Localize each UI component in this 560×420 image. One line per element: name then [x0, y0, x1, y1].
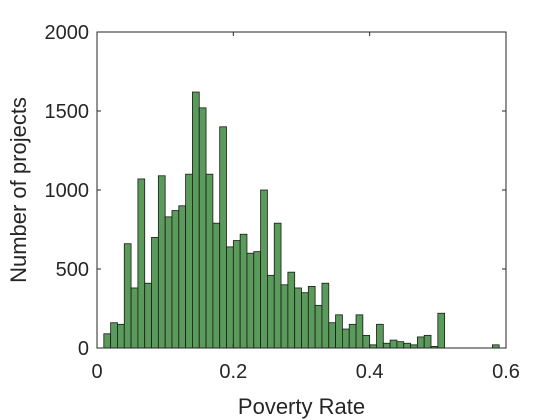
histogram-bar [328, 322, 336, 349]
bars-group [103, 91, 500, 349]
histogram-bar [117, 323, 125, 349]
histogram-bar [273, 222, 282, 349]
histogram-bar [280, 284, 289, 349]
y-tick-label: 2000 [45, 22, 90, 44]
histogram-bar [185, 173, 193, 349]
x-tick-label: 0.2 [219, 361, 247, 383]
histogram-bar [219, 126, 227, 349]
y-tick-label: 1000 [45, 180, 90, 202]
histogram-bar [376, 323, 384, 349]
histogram-bar [130, 287, 139, 349]
y-tick-label: 1500 [45, 101, 90, 123]
histogram-bar [123, 243, 132, 349]
histogram-bar [178, 205, 187, 349]
histogram-bar [301, 292, 309, 349]
histogram-bar [171, 210, 180, 349]
histogram-bar [335, 314, 343, 349]
histogram-bar [355, 314, 364, 349]
histogram-bar [348, 323, 357, 349]
x-axis-label: Poverty Rate [238, 394, 365, 419]
x-tick-label: 0.6 [492, 361, 520, 383]
histogram-bar [267, 274, 275, 349]
y-axis-label: Number of projects [6, 97, 31, 283]
histogram-bar [164, 216, 173, 349]
histogram-bar [416, 336, 425, 349]
histogram-bar [314, 304, 323, 349]
histogram-bar [192, 91, 200, 349]
histogram-bar [226, 246, 234, 349]
histogram-bar [321, 282, 330, 349]
histogram-bar [389, 339, 398, 349]
histogram-bar [294, 287, 302, 349]
histogram-bar [144, 282, 152, 349]
histogram-bar [260, 189, 268, 349]
histogram-bar [239, 233, 248, 349]
histogram-bar [403, 342, 411, 349]
ticks-group: 0 0.2 0.4 0.6 0 500 1000 1500 2000 [45, 22, 520, 383]
histogram-bar [362, 334, 371, 349]
histogram-bar [137, 178, 146, 349]
histogram-bar [232, 240, 241, 349]
histogram-bar [287, 271, 296, 349]
histogram-bar [423, 334, 432, 349]
y-tick-label: 0 [78, 338, 89, 360]
x-tick-label: 0.4 [356, 361, 384, 383]
histogram-bar [110, 322, 118, 349]
histogram-bar [212, 222, 221, 349]
histogram-bar [253, 251, 262, 349]
histogram-bar [246, 252, 255, 349]
y-tick-label: 500 [56, 259, 89, 281]
histogram-bar [103, 333, 112, 349]
histogram-bar [151, 236, 159, 349]
histogram-bar [437, 312, 446, 349]
histogram-bar [307, 285, 316, 349]
histogram-bar [205, 173, 214, 349]
histogram-bar [341, 328, 350, 349]
histogram-bar [382, 342, 391, 349]
histogram-bar [396, 341, 405, 349]
histogram-bar [198, 107, 207, 349]
histogram-bar [157, 175, 166, 349]
x-tick-label: 0 [91, 361, 102, 383]
